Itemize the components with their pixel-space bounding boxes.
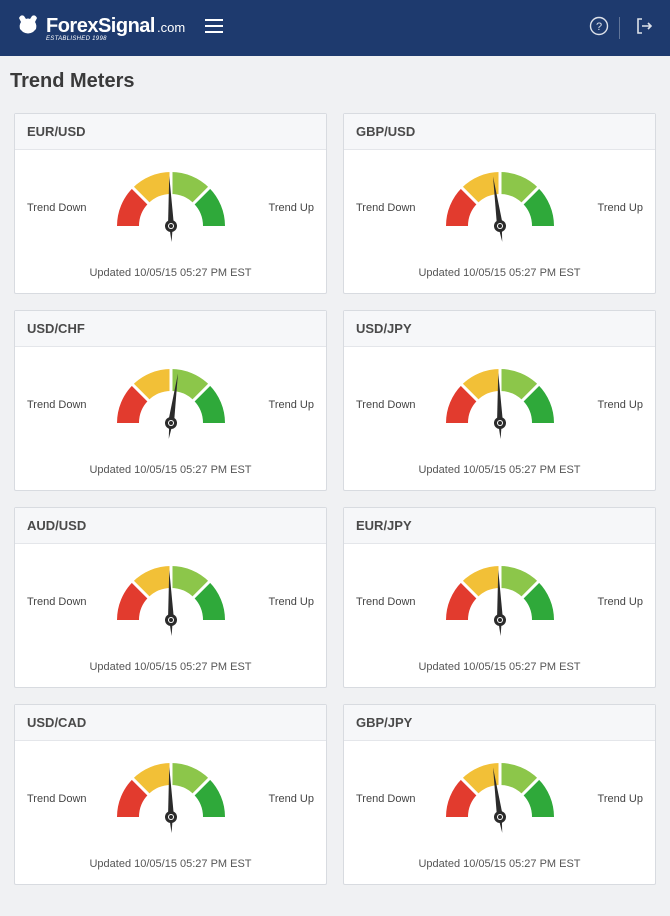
- meter-card[interactable]: AUD/USD Trend Down Trend Up Updated 10/0…: [14, 507, 327, 688]
- brand-suffix: .com: [157, 20, 185, 35]
- trend-down-label: Trend Down: [27, 399, 89, 411]
- trend-up-label: Trend Up: [581, 399, 643, 411]
- trend-down-label: Trend Down: [356, 399, 418, 411]
- trend-down-label: Trend Down: [356, 793, 418, 805]
- gauge-icon: [430, 162, 570, 253]
- gauge-icon: [430, 556, 570, 647]
- meter-card[interactable]: EUR/JPY Trend Down Trend Up Updated 10/0…: [343, 507, 656, 688]
- brand-main: ForexSignal: [46, 15, 155, 37]
- meter-body: Trend Down Trend Up Updated 10/05/15 05:…: [344, 544, 655, 687]
- trend-down-label: Trend Down: [27, 793, 89, 805]
- meter-grid: EUR/USD Trend Down Trend Up Updated 10/0…: [0, 99, 670, 899]
- gauge-icon: [101, 753, 241, 844]
- updated-timestamp: Updated 10/05/15 05:27 PM EST: [356, 267, 643, 279]
- gauge-icon: [101, 556, 241, 647]
- trend-up-label: Trend Up: [581, 596, 643, 608]
- updated-timestamp: Updated 10/05/15 05:27 PM EST: [356, 858, 643, 870]
- trend-up-label: Trend Up: [252, 399, 314, 411]
- logout-icon[interactable]: [634, 16, 654, 41]
- header-divider: [619, 17, 620, 39]
- meter-body: Trend Down Trend Up Updated 10/05/15 05:…: [15, 544, 326, 687]
- meter-card[interactable]: GBP/JPY Trend Down Trend Up Updated 10/0…: [343, 704, 656, 885]
- meter-body: Trend Down Trend Up Updated 10/05/15 05:…: [344, 741, 655, 884]
- trend-down-label: Trend Down: [356, 596, 418, 608]
- gauge-icon: [430, 359, 570, 450]
- app-header: ForexSignal.com ESTABLISHED 1998 ?: [0, 0, 670, 56]
- meter-body: Trend Down Trend Up Updated 10/05/15 05:…: [15, 347, 326, 490]
- updated-timestamp: Updated 10/05/15 05:27 PM EST: [27, 464, 314, 476]
- updated-timestamp: Updated 10/05/15 05:27 PM EST: [356, 661, 643, 673]
- meter-card[interactable]: EUR/USD Trend Down Trend Up Updated 10/0…: [14, 113, 327, 294]
- meter-pair-label: USD/CHF: [15, 311, 326, 347]
- bull-icon: [16, 14, 40, 42]
- meter-body: Trend Down Trend Up Updated 10/05/15 05:…: [344, 347, 655, 490]
- page-title: Trend Meters: [0, 56, 670, 99]
- gauge-icon: [101, 162, 241, 253]
- updated-timestamp: Updated 10/05/15 05:27 PM EST: [27, 267, 314, 279]
- help-icon[interactable]: ?: [589, 16, 609, 41]
- trend-up-label: Trend Up: [252, 793, 314, 805]
- meter-pair-label: USD/CAD: [15, 705, 326, 741]
- trend-down-label: Trend Down: [27, 596, 89, 608]
- trend-up-label: Trend Up: [581, 793, 643, 805]
- meter-card[interactable]: USD/JPY Trend Down Trend Up Updated 10/0…: [343, 310, 656, 491]
- meter-body: Trend Down Trend Up Updated 10/05/15 05:…: [15, 150, 326, 293]
- svg-text:?: ?: [596, 21, 602, 33]
- trend-down-label: Trend Down: [27, 202, 89, 214]
- trend-up-label: Trend Up: [581, 202, 643, 214]
- meter-pair-label: GBP/USD: [344, 114, 655, 150]
- meter-pair-label: AUD/USD: [15, 508, 326, 544]
- meter-pair-label: EUR/JPY: [344, 508, 655, 544]
- updated-timestamp: Updated 10/05/15 05:27 PM EST: [27, 858, 314, 870]
- meter-card[interactable]: GBP/USD Trend Down Trend Up Updated 10/0…: [343, 113, 656, 294]
- trend-up-label: Trend Up: [252, 202, 314, 214]
- meter-card[interactable]: USD/CAD Trend Down Trend Up Updated 10/0…: [14, 704, 327, 885]
- meter-pair-label: EUR/USD: [15, 114, 326, 150]
- gauge-icon: [430, 753, 570, 844]
- meter-pair-label: GBP/JPY: [344, 705, 655, 741]
- menu-icon[interactable]: [205, 18, 225, 39]
- trend-up-label: Trend Up: [252, 596, 314, 608]
- trend-down-label: Trend Down: [356, 202, 418, 214]
- meter-body: Trend Down Trend Up Updated 10/05/15 05:…: [344, 150, 655, 293]
- gauge-icon: [101, 359, 241, 450]
- meter-pair-label: USD/JPY: [344, 311, 655, 347]
- updated-timestamp: Updated 10/05/15 05:27 PM EST: [27, 661, 314, 673]
- meter-body: Trend Down Trend Up Updated 10/05/15 05:…: [15, 741, 326, 884]
- brand-text: ForexSignal.com ESTABLISHED 1998: [46, 15, 185, 42]
- updated-timestamp: Updated 10/05/15 05:27 PM EST: [356, 464, 643, 476]
- brand-logo: ForexSignal.com ESTABLISHED 1998: [16, 14, 185, 42]
- meter-card[interactable]: USD/CHF Trend Down Trend Up Updated 10/0…: [14, 310, 327, 491]
